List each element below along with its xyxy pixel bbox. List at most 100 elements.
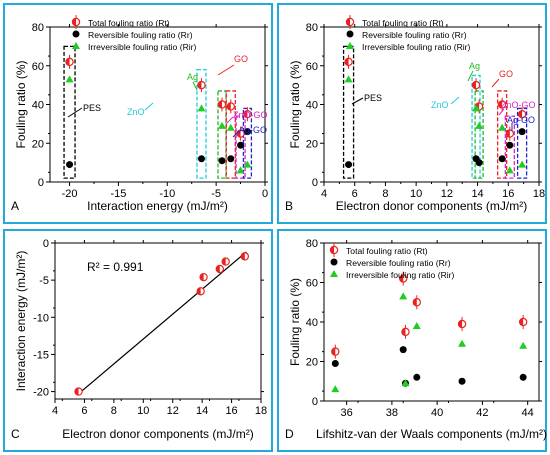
y-axis-label: Interaction energy (mJ/m²) bbox=[14, 251, 28, 392]
total-fouling-point bbox=[197, 80, 206, 90]
panel-a: -20 -15 -10 -5 0 0 20 40 60 80 Interaction energy … bbox=[3, 3, 273, 224]
annotation-arrow bbox=[67, 107, 83, 118]
reversible-fouling-point bbox=[66, 161, 74, 169]
x-tick-label: 44 bbox=[522, 407, 534, 419]
x-tick-label: -10 bbox=[159, 188, 175, 200]
x-tick-label: 42 bbox=[476, 407, 488, 419]
total-fouling-point bbox=[344, 57, 353, 67]
annotation-label: Ag bbox=[469, 61, 480, 71]
x-tick-label: 16 bbox=[502, 188, 514, 200]
y-tick-label: 20 bbox=[32, 138, 44, 150]
reversible-fouling-point bbox=[331, 359, 339, 367]
x-axis-label: Electron donor components (mJ/m²) bbox=[62, 427, 253, 441]
panel-c: 4 6 8 10 12 14 16 18 -20 -15 -10 -5 0 Electron donor … bbox=[3, 229, 273, 452]
group-box bbox=[504, 115, 515, 179]
total-fouling-point bbox=[497, 100, 507, 109]
y-tick-label: 60 bbox=[306, 61, 318, 73]
y-tick-label: 0 bbox=[43, 238, 49, 250]
legend-label: Total fouling ratio (Rt) bbox=[88, 18, 170, 28]
irreversible-fouling-point bbox=[218, 121, 226, 129]
x-tick-label: 8 bbox=[111, 405, 117, 417]
x-tick-label: 38 bbox=[386, 407, 398, 419]
chart-b: 4 6 8 10 12 14 16 18 0 20 40 60 80 Electron donor com… bbox=[285, 15, 545, 213]
total-fouling-point bbox=[226, 102, 235, 111]
panel-letter: B bbox=[285, 199, 293, 213]
y-axis-label: Fouling ratio (%) bbox=[288, 60, 302, 148]
irreversible-fouling-point bbox=[498, 123, 507, 131]
y-axis-label: Fouling ratio (%) bbox=[288, 278, 302, 366]
x-tick-label: -5 bbox=[211, 188, 221, 200]
legend-label: Reversible fouling ratio (Rr) bbox=[362, 30, 467, 40]
group-box bbox=[217, 90, 227, 179]
total-fouling-point bbox=[517, 109, 527, 119]
reversible-fouling-point bbox=[399, 346, 407, 354]
data-point bbox=[74, 387, 83, 396]
x-tick-label: 8 bbox=[382, 188, 388, 200]
panel-b: 4 6 8 10 12 14 16 18 0 20 40 60 80 Electron donor com… bbox=[277, 3, 547, 224]
y-tick-label: -20 bbox=[33, 387, 49, 399]
x-tick-label: 10 bbox=[137, 405, 149, 417]
x-tick-label: -15 bbox=[110, 188, 126, 200]
panel-d: 36 38 40 42 44 0 20 40 60 80 Lifshitz-van der Waal… bbox=[277, 229, 547, 452]
group-box bbox=[235, 115, 246, 179]
irreversible-fouling-point bbox=[401, 379, 410, 387]
reversible-fouling-point bbox=[243, 128, 251, 136]
annotation-arrow bbox=[192, 81, 198, 91]
annotation-label: Ag-GO bbox=[239, 125, 267, 135]
legend-label: Irreversible fouling ratio (Rir) bbox=[346, 270, 455, 280]
annotation-label: ZnO-GO bbox=[501, 100, 536, 110]
group-box bbox=[196, 68, 207, 179]
total-fouling-point bbox=[217, 100, 227, 109]
y-axis-label: Fouling ratio (%) bbox=[14, 60, 28, 148]
total-fouling-point bbox=[399, 274, 408, 283]
x-tick-label: 36 bbox=[341, 407, 353, 419]
annotation-label: ZnO bbox=[127, 107, 145, 117]
irreversible-fouling-point bbox=[412, 321, 421, 329]
annotation-label: Ag-GO bbox=[507, 115, 535, 125]
irreversible-fouling-point bbox=[236, 166, 245, 174]
irreversible-fouling-point bbox=[330, 270, 338, 277]
reversible-fouling-point bbox=[413, 373, 421, 381]
x-axis-label: Electron donor components (mJ/m²) bbox=[336, 199, 527, 213]
total-fouling-point bbox=[345, 17, 355, 27]
y-tick-label: 60 bbox=[306, 278, 318, 290]
irreversible-fouling-point bbox=[72, 42, 80, 49]
y-tick-label: 20 bbox=[306, 357, 318, 369]
total-fouling-point bbox=[71, 17, 81, 27]
reversible-fouling-point bbox=[72, 30, 80, 38]
x-tick-label: 6 bbox=[81, 405, 87, 417]
total-fouling-point bbox=[412, 298, 421, 307]
total-fouling-point bbox=[518, 317, 528, 327]
annotation-label: Ag bbox=[187, 72, 198, 82]
annotation-arrow bbox=[144, 102, 154, 111]
panel-letter: A bbox=[11, 199, 19, 213]
panel-letter: C bbox=[11, 427, 20, 441]
x-tick-label: 14 bbox=[196, 405, 208, 417]
reversible-fouling-point bbox=[518, 128, 526, 136]
irreversible-fouling-point bbox=[65, 75, 74, 83]
annotation-label: PES bbox=[364, 93, 382, 103]
reversible-fouling-point bbox=[458, 377, 466, 385]
irreversible-fouling-point bbox=[197, 104, 206, 112]
reversible-fouling-point bbox=[506, 141, 514, 149]
reversible-fouling-point bbox=[519, 373, 527, 381]
data-point bbox=[215, 264, 224, 274]
irreversible-fouling-point bbox=[399, 292, 408, 300]
irreversible-fouling-point bbox=[472, 104, 481, 112]
irreversible-fouling-point bbox=[243, 160, 252, 168]
total-fouling-point bbox=[471, 80, 481, 90]
annotation-arrow bbox=[498, 108, 505, 116]
annotation-label: ZnO-GO bbox=[233, 110, 268, 120]
legend-label: Reversible fouling ratio (Rr) bbox=[346, 258, 451, 268]
reversible-fouling-point bbox=[475, 159, 483, 167]
total-fouling-point bbox=[65, 57, 74, 67]
r-squared-label: R² = 0.991 bbox=[87, 260, 144, 274]
chart-c: 4 6 8 10 12 14 16 18 -20 -15 -10 -5 0 Electron donor … bbox=[11, 238, 267, 441]
data-point bbox=[199, 272, 208, 282]
group-box bbox=[474, 90, 484, 179]
y-tick-label: 80 bbox=[306, 238, 318, 250]
irreversible-fouling-point bbox=[344, 75, 353, 83]
total-fouling-point bbox=[243, 109, 252, 119]
irreversible-fouling-point bbox=[475, 121, 484, 129]
panel-letter: D bbox=[285, 427, 294, 441]
